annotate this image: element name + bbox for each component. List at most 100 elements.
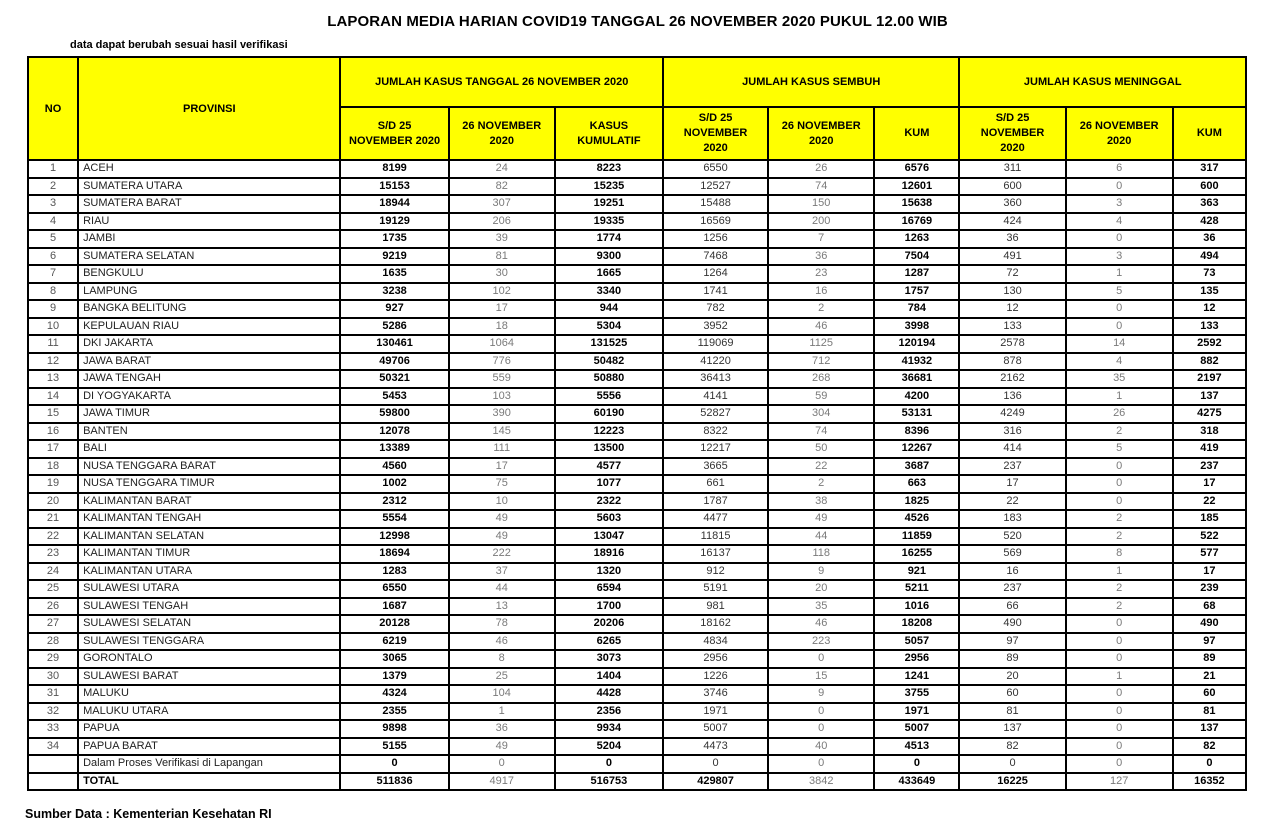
value-cell: 17 <box>447 299 556 319</box>
value-cell: 14 <box>1064 334 1174 354</box>
row-number-cell: 25 <box>26 579 80 599</box>
row-number-cell: 22 <box>26 526 80 546</box>
table-row: 24 KALIMANTAN UTARA 1283 37 1320 912 9 921 16 1 17 <box>26 561 1248 581</box>
value-cell: 16225 <box>958 771 1067 791</box>
value-cell: 5204 <box>553 736 664 756</box>
province-name-cell: SULAWESI BARAT <box>77 666 342 686</box>
value-cell: 5554 <box>339 509 450 529</box>
value-cell: 13500 <box>553 439 664 459</box>
table-row: 7 BENGKULU 1635 30 1665 1264 23 1287 72 1 73 <box>26 264 1248 284</box>
table-row: 13 JAWA TENGAH 50321 559 50880 36413 268 36681 2… <box>26 369 1248 389</box>
value-cell: 4249 <box>958 404 1067 424</box>
value-cell: 44 <box>767 526 876 546</box>
value-cell: 0 <box>553 754 664 774</box>
value-cell: 1700 <box>553 596 664 616</box>
table-row: 8 LAMPUNG 3238 102 3340 1741 16 1757 130 5 135 <box>26 281 1248 301</box>
value-cell: 944 <box>553 299 664 319</box>
value-cell: 1635 <box>339 264 450 284</box>
value-cell: 37 <box>447 561 556 581</box>
value-cell: 41220 <box>661 351 770 371</box>
table-row: 23 KALIMANTAN TIMUR 18694 222 18916 16137 118 1… <box>26 544 1248 564</box>
row-number-cell: 30 <box>26 666 80 686</box>
value-cell: 0 <box>958 754 1067 774</box>
value-cell: 559 <box>447 369 556 389</box>
value-cell: 0 <box>1064 701 1174 721</box>
province-name-cell: SUMATERA SELATAN <box>77 246 342 266</box>
value-cell: 183 <box>958 509 1067 529</box>
value-cell: 15153 <box>339 176 450 196</box>
value-cell: 2 <box>1064 579 1174 599</box>
value-cell: 206 <box>447 211 556 231</box>
value-cell: 511836 <box>339 771 450 791</box>
province-name-cell: BANTEN <box>77 421 342 441</box>
value-cell: 21 <box>1171 666 1248 686</box>
value-cell: 40 <box>767 736 876 756</box>
header-sub-row: S/D 25 NOVEMBER 2020 26 NOVEMBER 2020 KASU… <box>28 106 1248 161</box>
value-cell: 145 <box>447 421 556 441</box>
value-cell: 7468 <box>661 246 770 266</box>
province-name-cell: LAMPUNG <box>77 281 342 301</box>
value-cell: 18944 <box>339 194 450 214</box>
table-row: 10 KEPULAUAN RIAU 5286 18 5304 3952 46 3998 133 0… <box>26 316 1248 336</box>
value-cell: 1 <box>1064 264 1174 284</box>
value-cell: 663 <box>873 474 961 494</box>
value-cell: 16255 <box>873 544 961 564</box>
value-cell: 26 <box>767 159 876 179</box>
row-number-cell: 4 <box>26 211 80 231</box>
value-cell: 316 <box>958 421 1067 441</box>
value-cell: 12 <box>1171 299 1248 319</box>
row-number-cell: 31 <box>26 684 80 704</box>
value-cell: 1241 <box>873 666 961 686</box>
value-cell: 3065 <box>339 649 450 669</box>
value-cell: 13047 <box>553 526 664 546</box>
value-cell: 239 <box>1171 579 1248 599</box>
row-number-cell: 15 <box>26 404 80 424</box>
value-cell: 4324 <box>339 684 450 704</box>
value-cell: 36 <box>1171 229 1248 249</box>
value-cell: 2 <box>1064 421 1174 441</box>
value-cell: 0 <box>661 754 770 774</box>
value-cell: 0 <box>767 701 876 721</box>
value-cell: 89 <box>1171 649 1248 669</box>
value-cell: 1064 <box>447 334 556 354</box>
value-cell: 131525 <box>553 334 664 354</box>
value-cell: 3998 <box>873 316 961 336</box>
value-cell: 318 <box>1171 421 1248 441</box>
value-cell: 16 <box>958 561 1067 581</box>
value-cell: 2 <box>1064 509 1174 529</box>
value-cell: 268 <box>767 369 876 389</box>
value-cell: 3842 <box>767 771 876 791</box>
table-row: 9 BANGKA BELITUNG 927 17 944 782 2 784 12 0 12 <box>26 299 1248 319</box>
value-cell: 5453 <box>339 386 450 406</box>
table-row: 16 BANTEN 12078 145 12223 8322 74 8396 316 2 318 <box>26 421 1248 441</box>
table-row: 11 DKI JAKARTA 130461 1064 131525 119069 1125 1… <box>26 334 1248 354</box>
row-number-cell: 2 <box>26 176 80 196</box>
value-cell: 424 <box>958 211 1067 231</box>
value-cell: 4428 <box>553 684 664 704</box>
value-cell: 5304 <box>553 316 664 336</box>
value-cell: 2956 <box>661 649 770 669</box>
province-name-cell: JAWA TENGAH <box>77 369 342 389</box>
value-cell: 22 <box>958 491 1067 511</box>
value-cell: 1263 <box>873 229 961 249</box>
value-cell: 10 <box>447 491 556 511</box>
value-cell: 0 <box>767 719 876 739</box>
value-cell: 17 <box>447 456 556 476</box>
value-cell: 9300 <box>553 246 664 266</box>
table-row: 30 SULAWESI BARAT 1379 25 1404 1226 15 1241 20 1 2… <box>26 666 1248 686</box>
value-cell: 1404 <box>553 666 664 686</box>
column-header-no: NO <box>26 56 80 161</box>
value-cell: 50 <box>767 439 876 459</box>
value-cell: 82 <box>958 736 1067 756</box>
value-cell: 12267 <box>873 439 961 459</box>
table-row: 34 PAPUA BARAT 5155 49 5204 4473 40 4513 82 0 82 <box>26 736 1248 756</box>
value-cell: 16137 <box>661 544 770 564</box>
value-cell: 6576 <box>873 159 961 179</box>
value-cell: 4200 <box>873 386 961 406</box>
value-cell: 127 <box>1064 771 1174 791</box>
value-cell: 5191 <box>661 579 770 599</box>
value-cell: 520 <box>958 526 1067 546</box>
value-cell: 0 <box>339 754 450 774</box>
value-cell: 5286 <box>339 316 450 336</box>
column-header-sub-0-2: KASUS KUMULATIF <box>553 106 664 161</box>
